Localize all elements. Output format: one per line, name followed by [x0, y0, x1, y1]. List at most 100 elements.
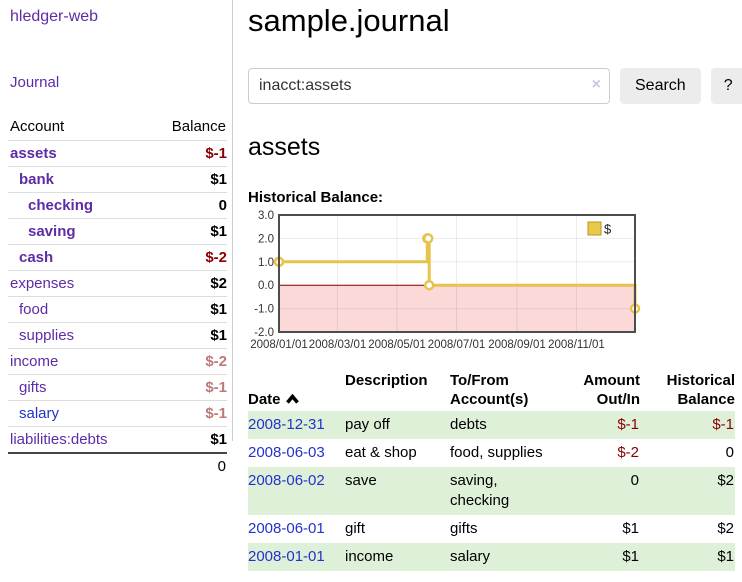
account-row: saving $1 [8, 218, 227, 245]
account-row: gifts $-1 [8, 374, 227, 401]
account-row: income $-2 [8, 348, 227, 375]
register-row: 2008-06-01 gift gifts $1 $2 [248, 515, 735, 543]
register-header-row: Date Description To/From Account(s) Amou… [248, 369, 735, 411]
account-link-cash[interactable]: cash [19, 249, 54, 266]
account-link-income[interactable]: income [10, 353, 59, 370]
legend-swatch [587, 221, 602, 236]
account-heading: assets [248, 133, 321, 161]
account-balance: $-1 [205, 379, 227, 396]
app-title-link[interactable]: hledger-web [10, 8, 99, 25]
legend-label: $ [604, 222, 612, 237]
cell-accounts: food, supplies [450, 444, 543, 461]
account-link-supplies[interactable]: supplies [19, 327, 75, 344]
cell-amount: $-1 [617, 416, 639, 433]
cell-date: 2008-01-01 [248, 543, 345, 571]
account-balance: $2 [210, 275, 227, 292]
accounts-total-value: 0 [8, 452, 227, 479]
search-button[interactable]: Search [620, 68, 701, 104]
account-row: assets $-1 [8, 140, 227, 167]
col-header-date[interactable]: Date [248, 369, 345, 411]
transaction-date-link[interactable]: 2008-06-03 [248, 444, 325, 461]
clear-search-icon[interactable]: × [591, 76, 601, 93]
account-balance: $1 [210, 431, 227, 448]
account-row: cash $-2 [8, 244, 227, 271]
account-row: bank $1 [8, 166, 227, 193]
main-content: sample.journal × Search ? assets Histori… [233, 0, 742, 571]
accounts-header-balance: Balance [171, 118, 226, 135]
transaction-date-link[interactable]: 2008-12-31 [248, 416, 325, 433]
accounts-total-row: 0 [8, 452, 227, 479]
account-link-liabilities-debts[interactable]: liabilities:debts [10, 431, 108, 448]
account-row: supplies $1 [8, 322, 227, 349]
col-header-accounts: To/From Account(s) [450, 372, 529, 408]
account-balance: 0 [218, 197, 227, 214]
svg-text:0.0: 0.0 [258, 280, 274, 292]
account-link-bank[interactable]: bank [19, 171, 55, 188]
cell-balance: $2 [717, 472, 734, 489]
account-row: food $1 [8, 296, 227, 323]
accounts-header-account: Account [10, 118, 65, 135]
account-row: checking 0 [8, 192, 227, 219]
cell-amount: $-2 [617, 444, 639, 461]
account-balance: $1 [210, 171, 227, 188]
search-input[interactable] [248, 68, 610, 104]
cell-description: income [345, 548, 394, 565]
col-header-amount: Amount Out/In [583, 372, 640, 408]
account-balance: $-2 [205, 353, 227, 370]
y-axis-labels: 3.0 2.0 1.0 0.0 -1.0 -2.0 [254, 210, 274, 339]
svg-text:3.0: 3.0 [258, 210, 274, 222]
cell-date: 2008-06-01 [248, 515, 345, 543]
accounts-table: Account Balance assets $-1 bank $1 checking 0… [8, 114, 227, 479]
account-link-checking[interactable]: checking [28, 197, 94, 214]
account-balance: $1 [210, 301, 227, 318]
chart-legend: $ [587, 221, 612, 237]
svg-text:2008/07/01: 2008/07/01 [428, 339, 486, 351]
cell-balance: $1 [717, 548, 734, 565]
account-balance: $-2 [205, 249, 227, 266]
help-button[interactable]: ? [710, 68, 742, 104]
register-row: 2008-06-03 eat & shop food, supplies $-2 0 [248, 439, 735, 467]
account-balance: $-1 [205, 405, 227, 422]
account-link-saving[interactable]: saving [28, 223, 76, 240]
sidebar-item-journal[interactable]: Journal [10, 74, 60, 91]
svg-text:2008/03/01: 2008/03/01 [309, 339, 367, 351]
cell-description: save [345, 472, 377, 489]
col-header-balance: Historical Balance [666, 372, 735, 408]
cell-balance: 0 [725, 444, 734, 461]
x-axis-labels: 2008/01/01 2008/03/01 2008/05/01 2008/07/01… [250, 339, 605, 351]
svg-text:2008/11/01: 2008/11/01 [548, 339, 605, 351]
cell-accounts: salary [450, 548, 491, 565]
cell-amount: $1 [622, 520, 639, 537]
svg-text:2.0: 2.0 [258, 233, 274, 245]
col-header-date-label: Date [248, 391, 281, 408]
account-link-gifts[interactable]: gifts [19, 379, 47, 396]
account-link-food[interactable]: food [19, 301, 49, 318]
col-header-description: Description [345, 372, 428, 389]
transaction-date-link[interactable]: 2008-01-01 [248, 548, 325, 565]
account-link-salary[interactable]: salary [19, 405, 60, 422]
chart-title: Historical Balance: [248, 189, 384, 206]
sidebar: hledger-web Journal Account Balance asse… [0, 0, 233, 479]
account-row: expenses $2 [8, 270, 227, 297]
account-balance: $1 [210, 327, 227, 344]
page-title: sample.journal [248, 3, 450, 38]
account-balance: $-1 [205, 145, 227, 162]
register-row: 2008-12-31 pay off debts $-1 $-1 [248, 411, 735, 439]
account-link-expenses[interactable]: expenses [10, 275, 75, 292]
svg-text:2008/09/01: 2008/09/01 [488, 339, 546, 351]
search-bar: × Search ? [248, 68, 742, 104]
balance-chart: $3.0 2.0 1.0 0.0 -1.0 -2.0 2008/01/01 2008/03/0… [248, 210, 742, 358]
register-table: Date Description To/From Account(s) Amou… [248, 369, 735, 571]
chart-border [278, 214, 636, 333]
account-row: liabilities:debts $1 [8, 426, 227, 454]
sort-ascending-icon [285, 393, 299, 404]
register-row: 2008-01-01 income salary $1 $1 [248, 543, 735, 571]
cell-description: gift [345, 520, 366, 537]
cell-date: 2008-06-02 [248, 467, 345, 515]
transaction-date-link[interactable]: 2008-06-01 [248, 520, 325, 537]
transaction-date-link[interactable]: 2008-06-02 [248, 472, 325, 489]
cell-description: pay off [345, 416, 390, 433]
account-link-assets[interactable]: assets [10, 145, 57, 162]
cell-accounts: gifts [450, 520, 478, 537]
